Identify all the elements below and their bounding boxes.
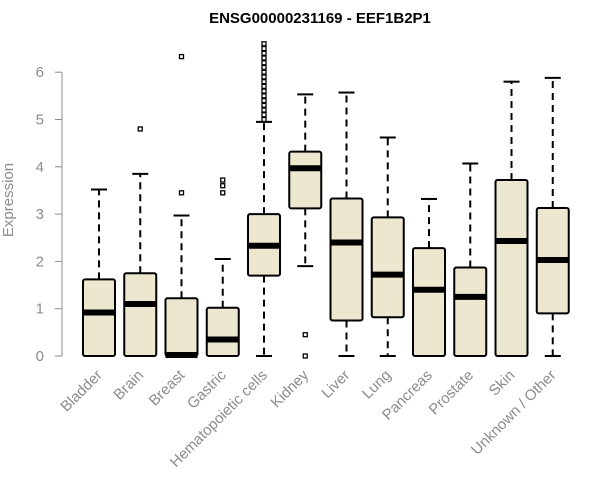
outlier-4-8	[261, 79, 267, 85]
box-rect-2	[164, 297, 199, 358]
box-rect-5	[288, 150, 323, 210]
y-tick-label-3: 3	[36, 206, 44, 223]
box-7	[370, 136, 405, 357]
y-tick-label-2: 2	[36, 253, 44, 270]
outlier-5-1	[302, 353, 308, 359]
outlier-4-3	[261, 102, 267, 108]
outlier-4-5	[261, 93, 267, 99]
outlier-3-2	[220, 177, 226, 183]
x-tick-label-0: Bladder	[57, 367, 106, 416]
outlier-3-1	[220, 183, 226, 189]
y-tick-label-0: 0	[36, 348, 44, 365]
box-rect-0	[82, 278, 116, 357]
outlier-5-0	[302, 332, 308, 338]
x-tick-label-7: Lung	[359, 367, 395, 403]
outlier-4-12	[261, 60, 267, 66]
outlier-4-15	[261, 45, 267, 52]
y-tick-label-1: 1	[36, 301, 44, 318]
outlier-4-16	[261, 41, 267, 47]
y-axis-label: Expression	[0, 163, 17, 237]
box-plot-group	[82, 41, 570, 359]
x-tick-label-2: Breast	[146, 366, 189, 409]
outlier-3-0	[220, 190, 226, 196]
outlier-4-2	[261, 107, 267, 113]
box-9	[453, 162, 488, 358]
box-4	[247, 41, 281, 357]
y-tick-label-4: 4	[36, 159, 44, 176]
outlier-4-0	[261, 116, 267, 123]
y-tick-label-6: 6	[36, 64, 44, 81]
box-rect-6	[329, 197, 364, 322]
box-rect-9	[453, 266, 488, 358]
chart-title: ENSG00000231169 - EEF1B2P1	[209, 10, 431, 27]
box-10	[494, 80, 529, 357]
outlier-4-10	[261, 69, 267, 75]
outlier-4-1	[261, 112, 267, 118]
outlier-4-9	[261, 74, 267, 80]
x-tick-label-10: Skin	[486, 367, 519, 400]
box-2	[164, 53, 199, 359]
outlier-4-13	[261, 55, 267, 61]
box-6	[329, 91, 364, 357]
x-tick-label-9: Prostate	[426, 367, 478, 419]
x-tick-label-5: Kidney	[268, 366, 313, 411]
box-8	[412, 197, 446, 358]
box-0	[82, 188, 116, 357]
box-5	[288, 93, 323, 359]
box-rect-3	[205, 306, 240, 357]
box-rect-10	[494, 179, 529, 357]
box-rect-7	[370, 216, 405, 319]
outlier-2-1	[178, 53, 185, 60]
outlier-2-0	[178, 190, 185, 196]
x-tick-label-6: Liver	[318, 367, 353, 402]
box-11	[535, 76, 570, 357]
outlier-4-11	[261, 64, 267, 71]
box-rect-1	[123, 272, 158, 358]
box-1	[123, 126, 158, 358]
outlier-4-7	[261, 83, 267, 90]
outlier-4-14	[261, 50, 267, 56]
y-tick-label-5: 5	[36, 112, 44, 129]
y-axis: 0 1 2 3 4 5 6	[36, 64, 63, 365]
outlier-1-0	[137, 126, 143, 132]
box-rect-8	[412, 247, 446, 358]
outlier-4-4	[261, 97, 267, 104]
x-tick-label-1: Brain	[110, 367, 147, 404]
box-3	[205, 177, 240, 357]
outlier-4-6	[261, 88, 267, 94]
